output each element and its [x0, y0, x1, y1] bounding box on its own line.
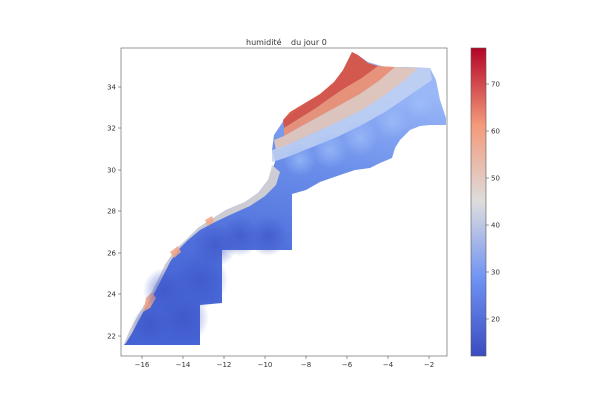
- x-tick-label: −14: [176, 361, 191, 369]
- colorbar-tick-label: 40: [491, 222, 500, 230]
- y-axis: 22 24 26 28 30 32 34: [107, 84, 121, 341]
- x-axis: −16 −14 −12 −10 −8 −6 −4 −2: [135, 356, 434, 369]
- moist-blob: [342, 120, 378, 156]
- chart-title-part2: du jour 0: [291, 38, 327, 47]
- moist-blob: [406, 90, 434, 118]
- colorbar-tick-label: 20: [491, 316, 500, 324]
- colorbar: [470, 47, 487, 357]
- y-tick-label: 32: [107, 125, 116, 133]
- moist-blob: [376, 106, 408, 138]
- y-tick-label: 26: [107, 250, 116, 258]
- y-tick-label: 24: [107, 291, 116, 299]
- dry-blob: [248, 216, 288, 256]
- dry-blob: [220, 216, 260, 256]
- humid-north-coast: [283, 52, 378, 128]
- x-tick-label: −12: [217, 361, 232, 369]
- light-band: [272, 68, 432, 162]
- y-tick-label: 22: [107, 333, 116, 341]
- y-tick-label: 34: [107, 84, 116, 92]
- humid-north-band: [284, 66, 395, 136]
- moist-blob: [312, 132, 348, 168]
- colorbar-tick-label: 50: [491, 175, 500, 183]
- x-tick-label: −2: [424, 361, 434, 369]
- colorbar-tick-label: 60: [491, 128, 500, 136]
- moist-blob: [284, 144, 316, 176]
- x-tick-label: −4: [383, 361, 394, 369]
- chart-title-part1: humidité: [246, 37, 282, 47]
- colorbar-tick-label: 70: [491, 81, 500, 89]
- colorbar-axis: 20 30 40 50 60 70: [486, 81, 500, 324]
- y-tick-label: 28: [107, 208, 116, 216]
- x-tick-label: −8: [301, 361, 311, 369]
- x-tick-label: −10: [258, 361, 273, 369]
- dry-blob: [132, 307, 168, 343]
- y-tick-label: 30: [107, 167, 116, 175]
- humidity-field: [124, 52, 446, 345]
- colorbar-tick-label: 30: [491, 269, 500, 277]
- dry-blob: [143, 268, 187, 312]
- x-tick-label: −6: [342, 361, 353, 369]
- mid-humid-band: [274, 67, 418, 150]
- x-tick-label: −16: [135, 361, 150, 369]
- coastal-light-band: [124, 165, 280, 345]
